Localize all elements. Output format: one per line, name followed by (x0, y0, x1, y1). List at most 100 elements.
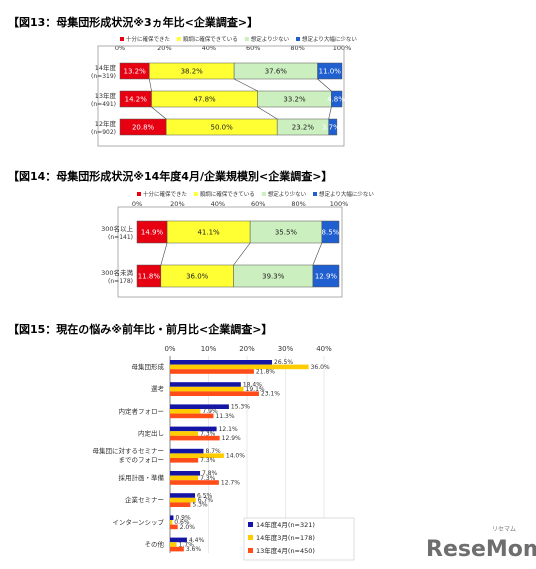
data-label: 11.0% (319, 68, 342, 76)
legend-label: 十分に確保できた (126, 35, 170, 43)
data-label: 3.6% (186, 546, 202, 553)
bar (170, 542, 177, 547)
data-label: 3.7% (322, 124, 340, 132)
category-label: 13年度 (95, 91, 117, 100)
stacked-bar-segment (317, 62, 343, 80)
bar (170, 404, 229, 409)
figure-15: 【図15：現在の悩み※前年比・前月比<企業調査>】 0% 10% 20% 30% 40%… (8, 322, 355, 561)
legend-label: 十分に確保できた (143, 190, 187, 198)
data-label: 15.3% (231, 404, 250, 411)
tick-label: 100% (330, 200, 349, 208)
connector-line (317, 78, 332, 92)
data-label: 35.5% (275, 229, 298, 237)
category-label: 300名未満 (101, 268, 133, 277)
data-label: 1.7% (179, 541, 195, 548)
tick-label: 40% (202, 44, 216, 52)
connector-line (328, 106, 332, 120)
data-label: 5.3% (192, 502, 208, 509)
data-label: 4.4% (189, 537, 205, 544)
category-sublabel: (n=141) (108, 234, 133, 241)
tick-label: 60% (251, 200, 265, 208)
data-label: 4.8% (327, 96, 345, 104)
bar (170, 409, 201, 414)
data-label: 14.0% (226, 453, 245, 460)
data-label: 11.8% (138, 273, 161, 281)
data-label: 0.9% (175, 515, 191, 522)
bar (170, 435, 220, 441)
data-label: 38.2% (181, 68, 204, 76)
legend-label: 想定より大幅に少ない (319, 190, 374, 198)
legend-swatch (193, 192, 198, 196)
logo-ruby: リセマム (492, 526, 516, 533)
data-label: 0.6% (174, 519, 190, 526)
data-label: 8.7% (205, 448, 221, 455)
bar (170, 524, 178, 530)
tick-label: 30% (278, 345, 294, 353)
legend-label: 想定より大幅に少ない (302, 35, 357, 43)
category-sublabel: (n=178) (108, 278, 133, 285)
bar (170, 537, 187, 543)
tick-label: 40% (211, 200, 225, 208)
data-label: 11.3% (216, 413, 235, 420)
figure-13-plot-frame (97, 45, 345, 147)
bar (170, 458, 199, 463)
data-label: 37.6% (265, 68, 288, 76)
figure-15-legend: 14年度4月(n=321) 14年度3月(n=178) 13年度4月(n=450) (243, 517, 355, 561)
data-label: 13.2% (124, 68, 147, 76)
data-label: 6.5% (197, 492, 213, 499)
legend-label: 14年度3月(n=178) (256, 533, 315, 542)
connector-line (151, 106, 167, 120)
legend-swatch (176, 37, 181, 41)
bar (170, 386, 244, 392)
data-label: 26.5% (274, 359, 293, 366)
category-label: 選考 (151, 384, 165, 393)
tick-label: 10% (201, 345, 217, 353)
bar (170, 502, 191, 507)
bar (170, 453, 224, 458)
data-label: 7.3% (200, 475, 216, 482)
category-label: 14年度 (95, 63, 117, 72)
bar (170, 382, 241, 387)
data-label: 36.0% (186, 273, 209, 281)
stacked-bar-segment (331, 90, 343, 108)
legend-swatch (313, 192, 317, 196)
connector-line (160, 242, 168, 266)
stacked-bar-segment (321, 220, 340, 244)
tick-label: 20% (170, 200, 184, 208)
data-label: 7.9% (202, 408, 218, 415)
category-label: その他 (145, 540, 165, 549)
data-label: 20.8% (132, 124, 155, 132)
bar (170, 426, 217, 432)
bar (170, 493, 196, 498)
data-label: 33.2% (283, 96, 306, 104)
data-label: 6.7% (198, 497, 214, 504)
data-label: 23.2% (292, 124, 315, 132)
data-label: 8.5% (322, 229, 340, 237)
data-label: 7.3% (200, 457, 216, 464)
tick-label: 0% (115, 44, 125, 52)
legend-swatch (244, 37, 249, 41)
category-label: 内定出し (138, 429, 164, 438)
data-label: 14.9% (141, 229, 164, 237)
bar (170, 360, 273, 365)
category-label: 内定者フォロー (119, 406, 165, 415)
legend-swatch (296, 37, 300, 41)
logo-text: ReseMom (426, 537, 536, 562)
tick-label: 100% (333, 44, 352, 52)
category-label: 12年度 (95, 119, 117, 128)
data-label: 14.2% (125, 96, 148, 104)
bar (170, 431, 199, 436)
data-label: 7.8% (202, 470, 218, 477)
data-label: 19.1% (246, 386, 265, 393)
legend-box (243, 517, 355, 561)
data-label: 18.4% (243, 381, 262, 388)
bar (170, 369, 254, 374)
connector-line (149, 78, 152, 92)
bar (170, 391, 259, 396)
category-label: までのフォロー (119, 456, 165, 464)
bar (170, 546, 184, 552)
data-label: 47.8% (193, 96, 216, 104)
data-label: 2.0% (180, 524, 196, 531)
data-label: 23.1% (261, 391, 280, 398)
